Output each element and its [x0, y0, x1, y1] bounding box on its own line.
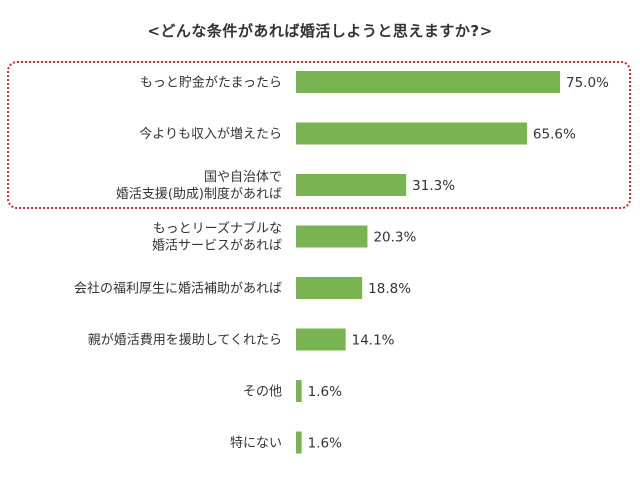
bar — [296, 71, 560, 93]
category-label: 親が婚活費用を援助してくれたら — [88, 333, 282, 348]
category-label: 特にない — [230, 436, 282, 451]
category-label: もっとリーズナブルな婚活サービスがあれば — [152, 221, 282, 254]
bar — [296, 225, 368, 248]
category-label-line: 今よりも収入が増えたら — [139, 126, 282, 142]
value-label: 20.3% — [373, 230, 416, 246]
category-label: その他 — [243, 385, 282, 400]
category-label: もっと貯金がたまったら — [140, 75, 282, 91]
category-label: 今よりも収入が増えたら — [139, 126, 282, 142]
category-label-line: 特にない — [230, 436, 282, 451]
value-label: 1.6% — [308, 384, 342, 400]
value-label: 75.0% — [566, 75, 609, 91]
top-three-highlight-box — [7, 61, 631, 209]
value-label: 1.6% — [308, 436, 342, 452]
bar — [296, 380, 302, 402]
value-label: 18.8% — [368, 281, 411, 297]
value-label: 65.6% — [533, 127, 576, 143]
category-label: 会社の福利厚生に婚活補助があれば — [74, 281, 282, 297]
bar — [296, 328, 346, 351]
category-label-line: 親が婚活費用を援助してくれたら — [88, 333, 282, 348]
category-label-line: 婚活支援(助成)制度があれば — [116, 186, 282, 202]
category-label-line: 国や自治体で — [204, 170, 282, 185]
bar — [296, 174, 407, 196]
category-label-line: もっと貯金がたまったら — [140, 75, 282, 91]
category-label-line: 会社の福利厚生に婚活補助があれば — [74, 281, 282, 297]
chart-title: <どんな条件があれば婚活しようと思えますか?> — [147, 22, 493, 40]
value-label: 31.3% — [412, 178, 455, 194]
category-label-line: もっとリーズナブルな — [153, 221, 282, 237]
category-label-line: 婚活サービスがあれば — [152, 239, 282, 254]
bar — [296, 122, 527, 145]
bar — [296, 431, 302, 454]
value-label: 14.1% — [352, 333, 395, 349]
category-label: 国や自治体で婚活支援(助成)制度があれば — [116, 170, 282, 202]
category-label-line: その他 — [243, 385, 282, 400]
bar — [296, 277, 363, 299]
